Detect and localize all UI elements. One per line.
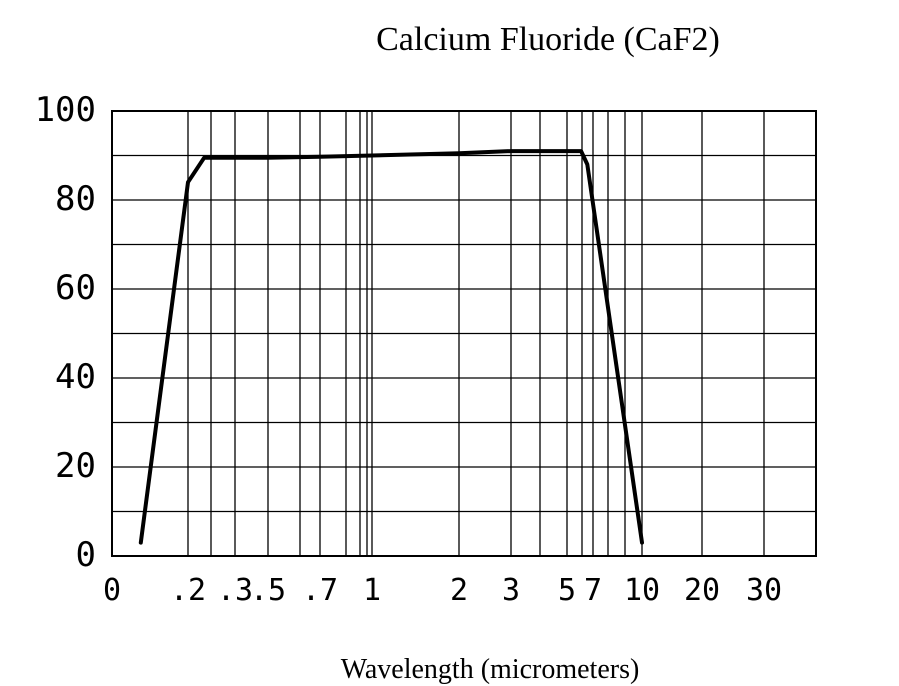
y-tick-label: 60: [55, 268, 96, 308]
y-tick-label: 20: [55, 446, 96, 486]
plot-area: [138, 149, 644, 545]
x-tick-label: 30: [746, 573, 782, 608]
x-tick-label: 7: [584, 573, 602, 608]
chart-title: Calcium Fluoride (CaF2): [376, 21, 720, 58]
x-tick-label: 1: [363, 573, 381, 608]
x-axis-ticks: 0 .2 .3.5 .7 1 2 3 5 7 10 20 30: [103, 573, 782, 608]
x-tick-label: 10: [624, 573, 660, 608]
x-tick-label: .3: [217, 573, 253, 608]
x-tick-label: .7: [302, 573, 338, 608]
y-tick-label: 100: [35, 90, 96, 130]
y-tick-label: 0: [76, 535, 96, 575]
x-tick-label: .2: [170, 573, 206, 608]
x-tick-label: 2: [450, 573, 468, 608]
x-tick-label: 20: [684, 573, 720, 608]
x-tick-label: 3: [502, 573, 520, 608]
x-tick-label: 5: [558, 573, 576, 608]
x-axis-label: Wavelength (micrometers): [341, 654, 640, 685]
x-tick-label: .5: [250, 573, 286, 608]
transmission-curve: [138, 149, 644, 545]
y-tick-label: 40: [55, 357, 96, 397]
grid: [111, 110, 817, 557]
x-tick-label: 0: [103, 573, 121, 608]
plot-frame: [111, 110, 817, 557]
y-axis-ticks: 0 20 40 60 80 100: [35, 90, 96, 575]
y-tick-label: 80: [55, 179, 96, 219]
